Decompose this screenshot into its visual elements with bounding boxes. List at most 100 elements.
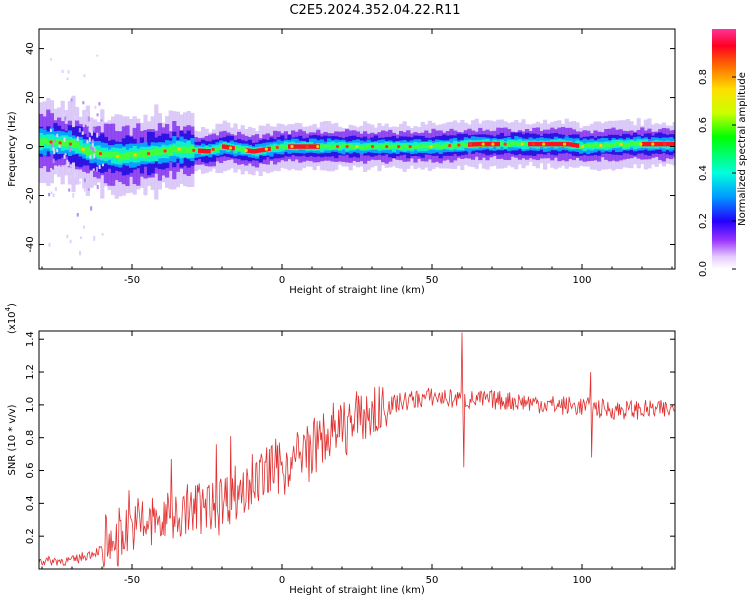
noise-cell <box>93 235 96 241</box>
ridge-cell <box>445 143 450 147</box>
ridge-cell <box>165 148 170 155</box>
peak-cell <box>477 141 481 147</box>
peak-cell <box>494 141 498 147</box>
ridge-cell <box>193 147 198 152</box>
ridge-cell <box>424 144 429 148</box>
highlight-dot <box>385 144 389 149</box>
snr-y-multiplier: (x104) <box>4 303 18 334</box>
noise-cell <box>50 191 53 194</box>
ridge-cell <box>240 146 245 152</box>
snr-x-axis-label: Height of straight line (km) <box>289 585 425 596</box>
y-tick-label: 0.8 <box>25 430 36 446</box>
highlight-dot <box>133 153 137 157</box>
ridge-cell <box>269 146 274 151</box>
noise-cell <box>90 131 93 136</box>
y-tick-label: -20 <box>25 187 36 203</box>
noise-cell <box>67 70 70 74</box>
noise-cell <box>83 178 86 183</box>
noise-cell <box>82 101 85 105</box>
ridge-cell <box>363 145 368 150</box>
highlight-dot <box>192 148 196 152</box>
ridge-cell <box>514 141 519 146</box>
y-tick-label: 0.2 <box>25 528 36 544</box>
noise-cell <box>50 168 53 171</box>
ridge-cell <box>154 148 159 156</box>
peak-cell <box>556 141 560 147</box>
highlight-dot <box>457 143 461 147</box>
ridge-cell <box>611 143 616 147</box>
ridge-cell <box>586 143 591 148</box>
noise-cell <box>98 165 101 169</box>
highlight-dot <box>49 140 53 144</box>
highlight-dot <box>503 142 507 146</box>
noise-cell <box>91 139 94 144</box>
svg-text:(x104): (x104) <box>4 303 18 334</box>
ridge-cell <box>607 143 612 148</box>
highlight-dot <box>211 147 215 152</box>
colorbar-tick-label: 0.2 <box>698 213 709 229</box>
noise-cell <box>68 188 71 192</box>
noise-cell <box>79 250 82 256</box>
peak-cell <box>549 141 553 147</box>
ridge-cell <box>283 145 288 150</box>
x-tick-label: 0 <box>279 575 285 586</box>
peak-cell <box>554 141 558 147</box>
peak-cell <box>661 141 665 147</box>
ridge-cell <box>150 149 155 156</box>
highlight-dot <box>177 147 181 151</box>
ridge-cell <box>219 146 224 150</box>
ridge-cell <box>125 152 130 160</box>
peak-cell <box>535 141 539 147</box>
highlight-dot <box>370 144 375 149</box>
ridge-cell <box>381 144 386 149</box>
peak-cell <box>475 141 479 147</box>
ridge-cell <box>64 139 69 147</box>
ridge-cell <box>143 149 148 159</box>
ridge-cell <box>420 144 425 149</box>
noise-cell <box>78 127 81 133</box>
noise-cell <box>50 58 53 61</box>
ridge-cell <box>85 146 90 156</box>
peak-cell <box>226 145 230 150</box>
noise-cell <box>86 189 89 194</box>
ridge-cell <box>460 142 465 146</box>
highlight-dot <box>651 142 655 146</box>
highlight-dot <box>81 148 85 152</box>
noise-cell <box>98 102 101 106</box>
highlight-dot <box>355 144 359 149</box>
highlight-dot <box>639 142 643 146</box>
snr-plot-area <box>39 332 675 568</box>
highlight-dot <box>520 142 524 146</box>
noise-cell <box>70 98 73 102</box>
noise-cell <box>68 147 71 152</box>
ridge-cell <box>449 144 454 149</box>
ridge-cell <box>190 145 195 154</box>
peak-cell <box>566 141 570 147</box>
peak-cell <box>656 141 660 147</box>
peak-cell <box>222 144 226 149</box>
ridge-cell <box>89 149 94 157</box>
peak-cell <box>295 144 299 149</box>
noise-cell <box>66 159 69 165</box>
noise-cell <box>89 125 92 129</box>
peak-cell <box>559 141 563 147</box>
ridge-cell <box>600 144 605 149</box>
noise-cell <box>52 147 55 151</box>
ridge-cell <box>337 145 342 150</box>
noise-cell <box>76 213 79 217</box>
noise-cell <box>58 165 61 168</box>
x-tick-label: 100 <box>572 575 591 586</box>
peak-cell <box>302 144 306 149</box>
y-tick-label: 0.6 <box>25 463 36 479</box>
highlight-dot <box>58 141 62 145</box>
peak-cell <box>644 141 648 147</box>
noise-cell <box>89 129 92 133</box>
ridge-cell <box>377 144 382 149</box>
peak-cell <box>642 141 646 147</box>
ridge-cell <box>179 146 184 153</box>
noise-cell <box>74 115 77 120</box>
noise-cell <box>66 77 69 81</box>
snr-frame <box>38 330 676 570</box>
noise-cell <box>100 119 103 122</box>
peak-cell <box>537 141 541 147</box>
